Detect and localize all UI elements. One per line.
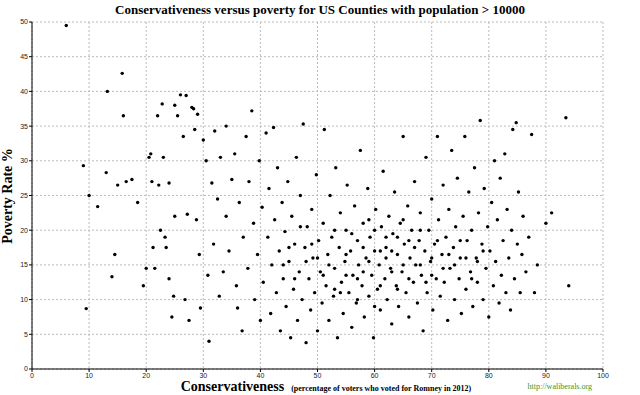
svg-text:60: 60 xyxy=(371,372,379,379)
svg-text:15: 15 xyxy=(20,261,28,268)
svg-text:25: 25 xyxy=(20,192,28,199)
svg-text:90: 90 xyxy=(542,372,550,379)
svg-text:Poverty Rate %: Poverty Rate % xyxy=(8,148,15,244)
svg-text:20: 20 xyxy=(142,372,150,379)
svg-text:40: 40 xyxy=(257,372,265,379)
svg-text:0: 0 xyxy=(30,372,34,379)
svg-text:30: 30 xyxy=(199,372,207,379)
svg-text:45: 45 xyxy=(20,53,28,60)
svg-text:70: 70 xyxy=(428,372,436,379)
svg-text:Conservativeness versus povert: Conservativeness versus poverty for US C… xyxy=(115,2,525,17)
svg-text:5: 5 xyxy=(24,331,28,338)
svg-text:35: 35 xyxy=(20,123,28,130)
svg-text:80: 80 xyxy=(485,372,493,379)
svg-text:40: 40 xyxy=(20,88,28,95)
svg-text:100: 100 xyxy=(597,372,609,379)
svg-text:http://waliberals.org: http://waliberals.org xyxy=(527,382,592,391)
svg-text:50: 50 xyxy=(314,372,322,379)
svg-text:0: 0 xyxy=(24,365,28,372)
svg-text:10: 10 xyxy=(85,372,93,379)
svg-text:Conservativeness(percentage of: Conservativeness(percentage of voters wh… xyxy=(181,379,472,394)
svg-text:30: 30 xyxy=(20,157,28,164)
svg-text:50: 50 xyxy=(20,18,28,25)
svg-text:20: 20 xyxy=(20,227,28,234)
svg-text:10: 10 xyxy=(20,296,28,303)
